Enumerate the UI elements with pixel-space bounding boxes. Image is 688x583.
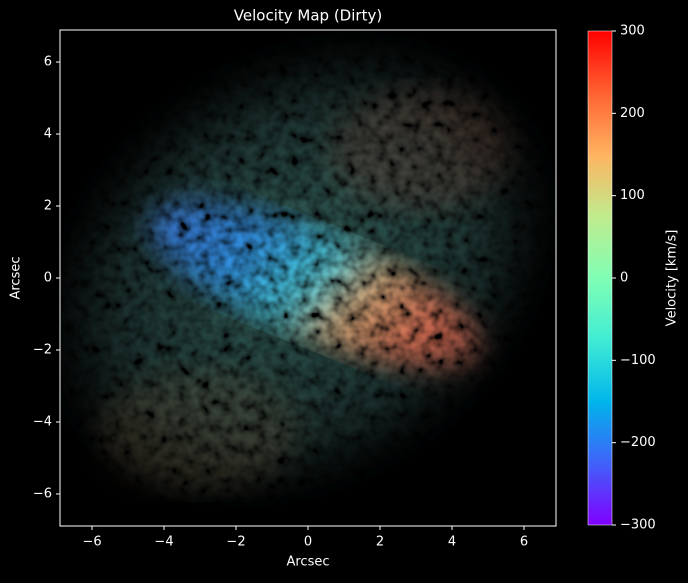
colorbar-tick-label: −200: [620, 435, 656, 450]
colorbar-tick-label: 300: [620, 24, 645, 39]
colorbar: [587, 30, 613, 526]
y-tick-label: −4: [33, 414, 52, 429]
x-axis-label: Arcsec: [286, 555, 329, 570]
x-tick-label: 0: [304, 535, 312, 550]
colorbar-tick-label: 200: [620, 106, 645, 121]
x-tick-label: 4: [448, 535, 456, 550]
colorbar-tick-label: 100: [620, 188, 645, 203]
y-tick-label: 2: [44, 199, 52, 214]
y-tick-label: 0: [44, 271, 52, 286]
x-tick-label: −4: [154, 535, 173, 550]
y-axis-label: Arcsec: [9, 256, 24, 299]
colorbar-tick-label: −300: [620, 518, 656, 533]
x-tick-label: −2: [226, 535, 245, 550]
colorbar-label: Velocity [km/s]: [665, 230, 680, 327]
y-tick-label: −6: [33, 486, 52, 501]
x-tick-label: 2: [376, 535, 384, 550]
colorbar-tick-label: −100: [620, 353, 656, 368]
y-tick-label: −2: [33, 342, 52, 357]
x-tick-label: −6: [82, 535, 101, 550]
chart-title: Velocity Map (Dirty): [234, 7, 382, 25]
colorbar-tick-label: 0: [620, 271, 628, 286]
y-tick-label: 4: [44, 127, 52, 142]
velocity-image: [60, 31, 556, 509]
x-tick-label: 6: [520, 535, 528, 550]
y-tick-label: 6: [44, 55, 52, 70]
